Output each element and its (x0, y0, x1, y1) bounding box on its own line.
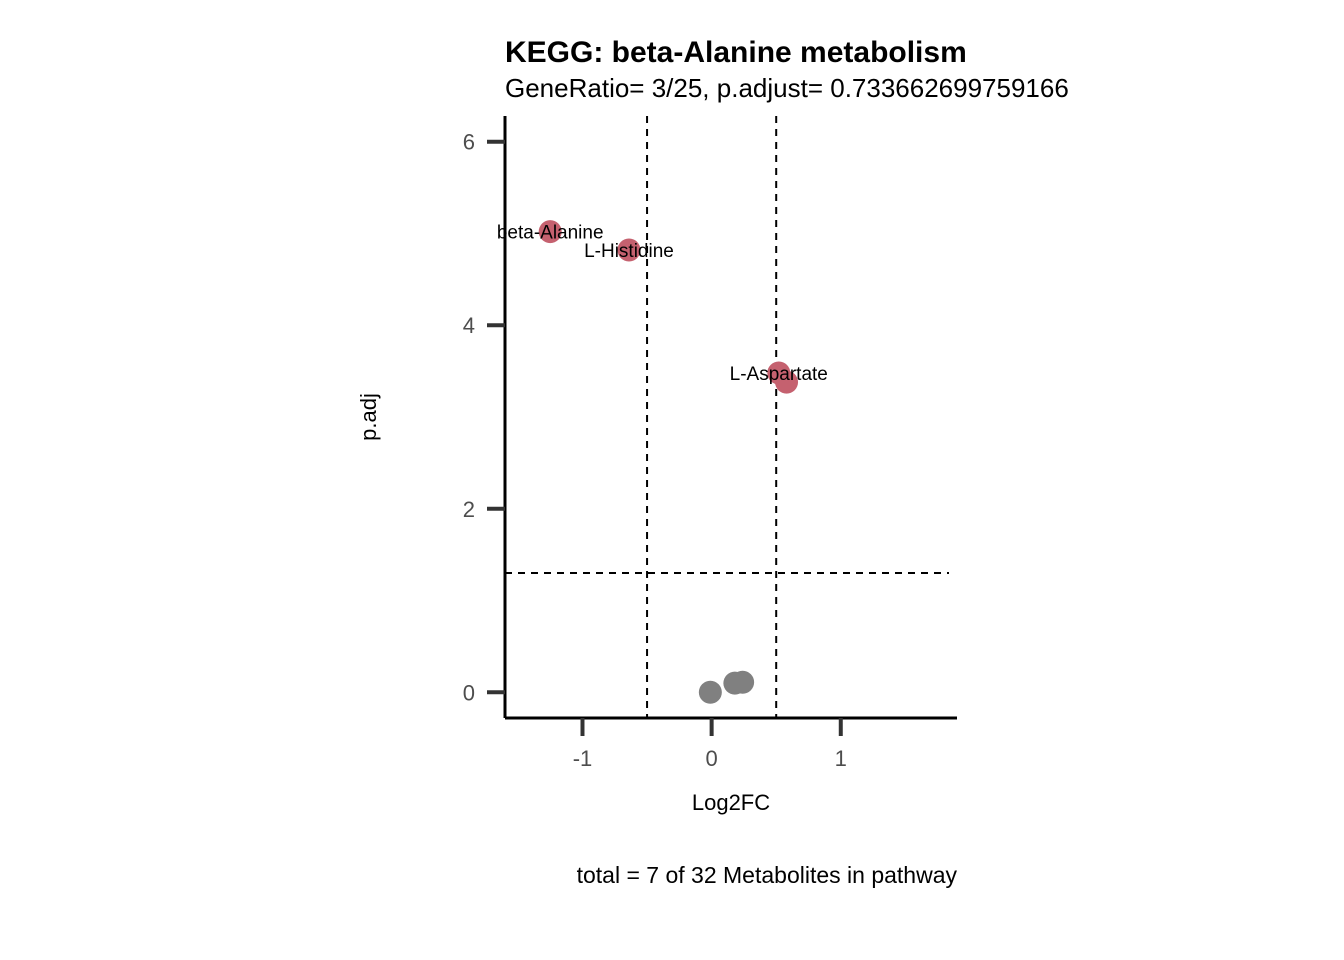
x-tick-label-2: 1 (835, 746, 847, 771)
data-point-4 (698, 680, 722, 704)
data-point-6 (731, 670, 755, 694)
y-tick-label-3: 6 (463, 130, 475, 155)
data-points (538, 220, 799, 704)
data-point-1 (617, 238, 641, 262)
chart-caption: total = 7 of 32 Metabolites in pathway (577, 862, 958, 888)
x-axis-ticks: -1 0 1 (573, 718, 847, 771)
point-label-2: L-Aspartate (730, 364, 828, 385)
x-axis-title: Log2FC (692, 790, 770, 815)
data-point-3 (775, 370, 799, 394)
y-axis-title: p.adj (356, 393, 381, 441)
point-label-0: beta-Alanine (497, 223, 604, 244)
y-tick-label-0: 0 (463, 680, 475, 705)
chart-title: KEGG: beta-Alanine metabolism (505, 36, 967, 69)
y-axis-ticks: 0 2 4 6 (463, 130, 505, 705)
point-label-1: L-Histidine (584, 241, 674, 262)
x-tick-label-1: 0 (706, 746, 718, 771)
data-point-0 (538, 220, 562, 244)
x-tick-label-0: -1 (573, 746, 593, 771)
reference-lines (505, 116, 949, 718)
y-tick-label-1: 2 (463, 497, 475, 522)
y-tick-label-2: 4 (463, 313, 475, 338)
chart-subtitle: GeneRatio= 3/25, p.adjust= 0.73366269975… (505, 73, 1069, 103)
